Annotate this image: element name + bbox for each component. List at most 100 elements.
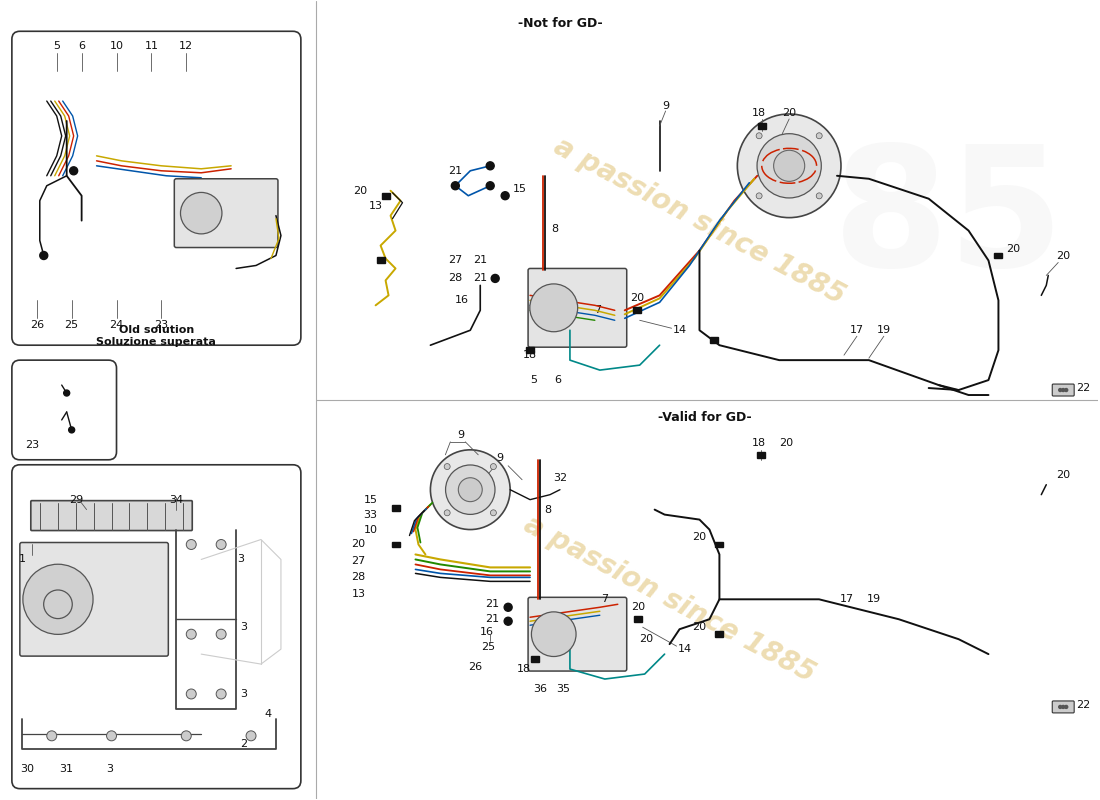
Text: 14: 14: [678, 644, 692, 654]
Circle shape: [246, 731, 256, 741]
Text: 27: 27: [352, 557, 366, 566]
Text: 25: 25: [481, 642, 495, 652]
Circle shape: [444, 463, 450, 470]
Text: 20: 20: [630, 602, 645, 612]
Text: 16: 16: [481, 627, 494, 637]
Circle shape: [486, 182, 494, 190]
Text: 3: 3: [238, 554, 244, 565]
Text: 18: 18: [752, 438, 767, 448]
Text: 13: 13: [368, 201, 383, 210]
Circle shape: [446, 465, 495, 514]
Text: 3: 3: [241, 689, 248, 699]
Text: 21: 21: [485, 599, 499, 610]
Text: 15: 15: [513, 184, 527, 194]
Circle shape: [451, 182, 460, 190]
Text: 19: 19: [877, 326, 891, 335]
Circle shape: [1058, 706, 1062, 709]
Text: 33: 33: [364, 510, 377, 520]
Circle shape: [186, 630, 196, 639]
Text: a passion since 1885: a passion since 1885: [549, 132, 850, 310]
Text: 10: 10: [110, 42, 123, 51]
Circle shape: [23, 564, 94, 634]
Circle shape: [44, 590, 73, 618]
Text: 34: 34: [169, 494, 184, 505]
Text: -Valid for GD-: -Valid for GD-: [658, 411, 751, 425]
Circle shape: [1065, 389, 1068, 391]
Text: 20: 20: [639, 634, 653, 644]
Circle shape: [1058, 389, 1062, 391]
Text: 5: 5: [53, 42, 60, 51]
Text: 20: 20: [629, 294, 644, 303]
FancyBboxPatch shape: [528, 269, 627, 347]
Bar: [634, 616, 641, 622]
Circle shape: [444, 510, 450, 516]
FancyBboxPatch shape: [528, 598, 627, 671]
Circle shape: [816, 193, 822, 199]
Text: 21: 21: [473, 255, 487, 266]
Text: 20: 20: [692, 531, 706, 542]
Bar: [711, 338, 718, 343]
Bar: [382, 193, 389, 198]
Text: 16: 16: [455, 295, 470, 306]
Circle shape: [756, 133, 762, 138]
Bar: [392, 542, 399, 547]
Text: 18: 18: [517, 664, 531, 674]
Text: 26: 26: [30, 320, 44, 330]
Text: Old solution: Old solution: [119, 326, 194, 335]
Text: Soluzione superata: Soluzione superata: [97, 338, 217, 347]
Circle shape: [47, 731, 57, 741]
Text: 2: 2: [241, 739, 248, 749]
Text: 6: 6: [554, 375, 561, 385]
FancyBboxPatch shape: [1053, 701, 1075, 713]
Text: 23: 23: [24, 440, 38, 450]
Text: 20: 20: [1056, 250, 1070, 261]
Circle shape: [816, 133, 822, 138]
Bar: [758, 123, 767, 129]
Circle shape: [430, 450, 510, 530]
Text: 18: 18: [522, 350, 537, 360]
Text: 29: 29: [69, 494, 84, 505]
Circle shape: [186, 689, 196, 699]
Circle shape: [1062, 389, 1065, 391]
Text: 31: 31: [59, 764, 74, 774]
Circle shape: [186, 539, 196, 550]
Circle shape: [486, 162, 494, 170]
Text: 20: 20: [1056, 470, 1070, 480]
Text: 12: 12: [179, 42, 194, 51]
Text: 20: 20: [692, 622, 706, 632]
Text: 28: 28: [448, 274, 462, 283]
Text: 11: 11: [144, 42, 158, 51]
Text: -Not for GD-: -Not for GD-: [518, 17, 603, 30]
Text: 10: 10: [364, 525, 377, 534]
Bar: [526, 347, 535, 353]
Circle shape: [68, 427, 75, 433]
Text: 15: 15: [364, 494, 377, 505]
Circle shape: [40, 251, 47, 259]
Bar: [715, 542, 724, 547]
Bar: [531, 656, 539, 662]
Text: 19: 19: [867, 594, 881, 604]
Text: 24: 24: [109, 320, 123, 330]
Circle shape: [757, 134, 822, 198]
Bar: [715, 631, 724, 637]
Text: 32: 32: [553, 473, 566, 482]
Circle shape: [491, 463, 496, 470]
Text: 85: 85: [833, 139, 1065, 302]
Text: 4: 4: [264, 709, 272, 719]
Text: 17: 17: [840, 594, 854, 604]
Circle shape: [182, 731, 191, 741]
Text: 21: 21: [485, 614, 499, 624]
FancyBboxPatch shape: [1053, 384, 1075, 396]
Text: 22: 22: [1076, 383, 1090, 393]
Circle shape: [1062, 706, 1065, 709]
Text: 20: 20: [353, 186, 367, 196]
Bar: [392, 505, 399, 510]
Circle shape: [1065, 706, 1068, 709]
Text: 26: 26: [469, 662, 482, 672]
Text: 20: 20: [779, 438, 793, 448]
Text: 6: 6: [78, 42, 85, 51]
Text: 35: 35: [556, 684, 570, 694]
Circle shape: [504, 603, 513, 611]
Text: 27: 27: [448, 255, 462, 266]
Circle shape: [64, 390, 69, 396]
